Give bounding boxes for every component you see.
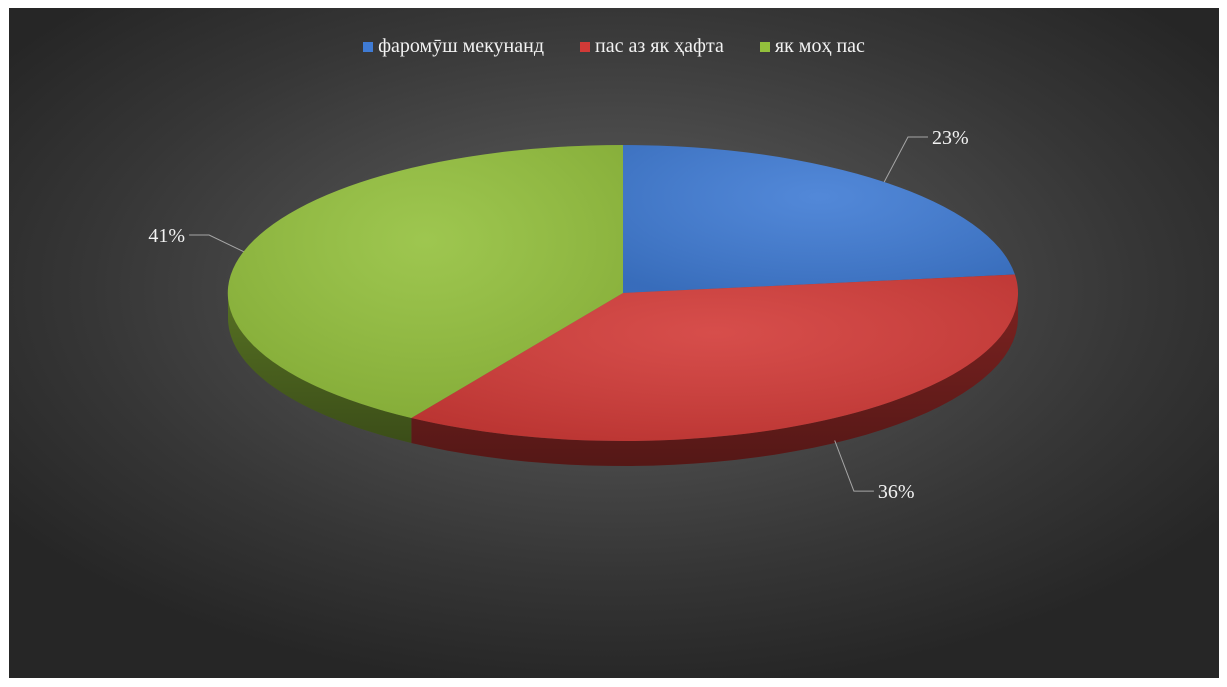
data-label-1: 36% <box>878 481 915 503</box>
legend-label: пас аз як ҳафта <box>595 35 724 57</box>
pie-slice-shade-2 <box>227 144 623 418</box>
pie-slice-shade-0 <box>623 145 1015 293</box>
pie-side-shade-2 <box>228 293 412 443</box>
legend-swatch <box>580 41 591 52</box>
legend-swatch <box>759 41 770 52</box>
legend-swatch <box>363 41 374 52</box>
legend-item-week: пас аз як ҳафта <box>580 35 724 58</box>
legend: фаромӯш мекунанд пас аз як ҳафта як моҳ … <box>9 35 1219 58</box>
chart-area: фаромӯш мекунанд пас аз як ҳафта як моҳ … <box>9 8 1219 678</box>
legend-label: фаромӯш мекунанд <box>378 35 545 57</box>
legend-item-forget: фаромӯш мекунанд <box>363 35 544 58</box>
leader-line-1 <box>834 440 874 492</box>
pie-side-shade-1 <box>411 293 1018 466</box>
leader-line-2 <box>189 234 244 253</box>
legend-item-month: як моҳ пас <box>759 35 865 58</box>
pie-chart-svg: 23% 36% 41% <box>148 127 1019 503</box>
pie-slice-shade-1 <box>411 274 1019 442</box>
data-label-2: 41% <box>148 225 185 247</box>
data-label-0: 23% <box>932 127 969 149</box>
legend-label: як моҳ пас <box>774 35 865 57</box>
leader-line-0 <box>883 136 928 183</box>
